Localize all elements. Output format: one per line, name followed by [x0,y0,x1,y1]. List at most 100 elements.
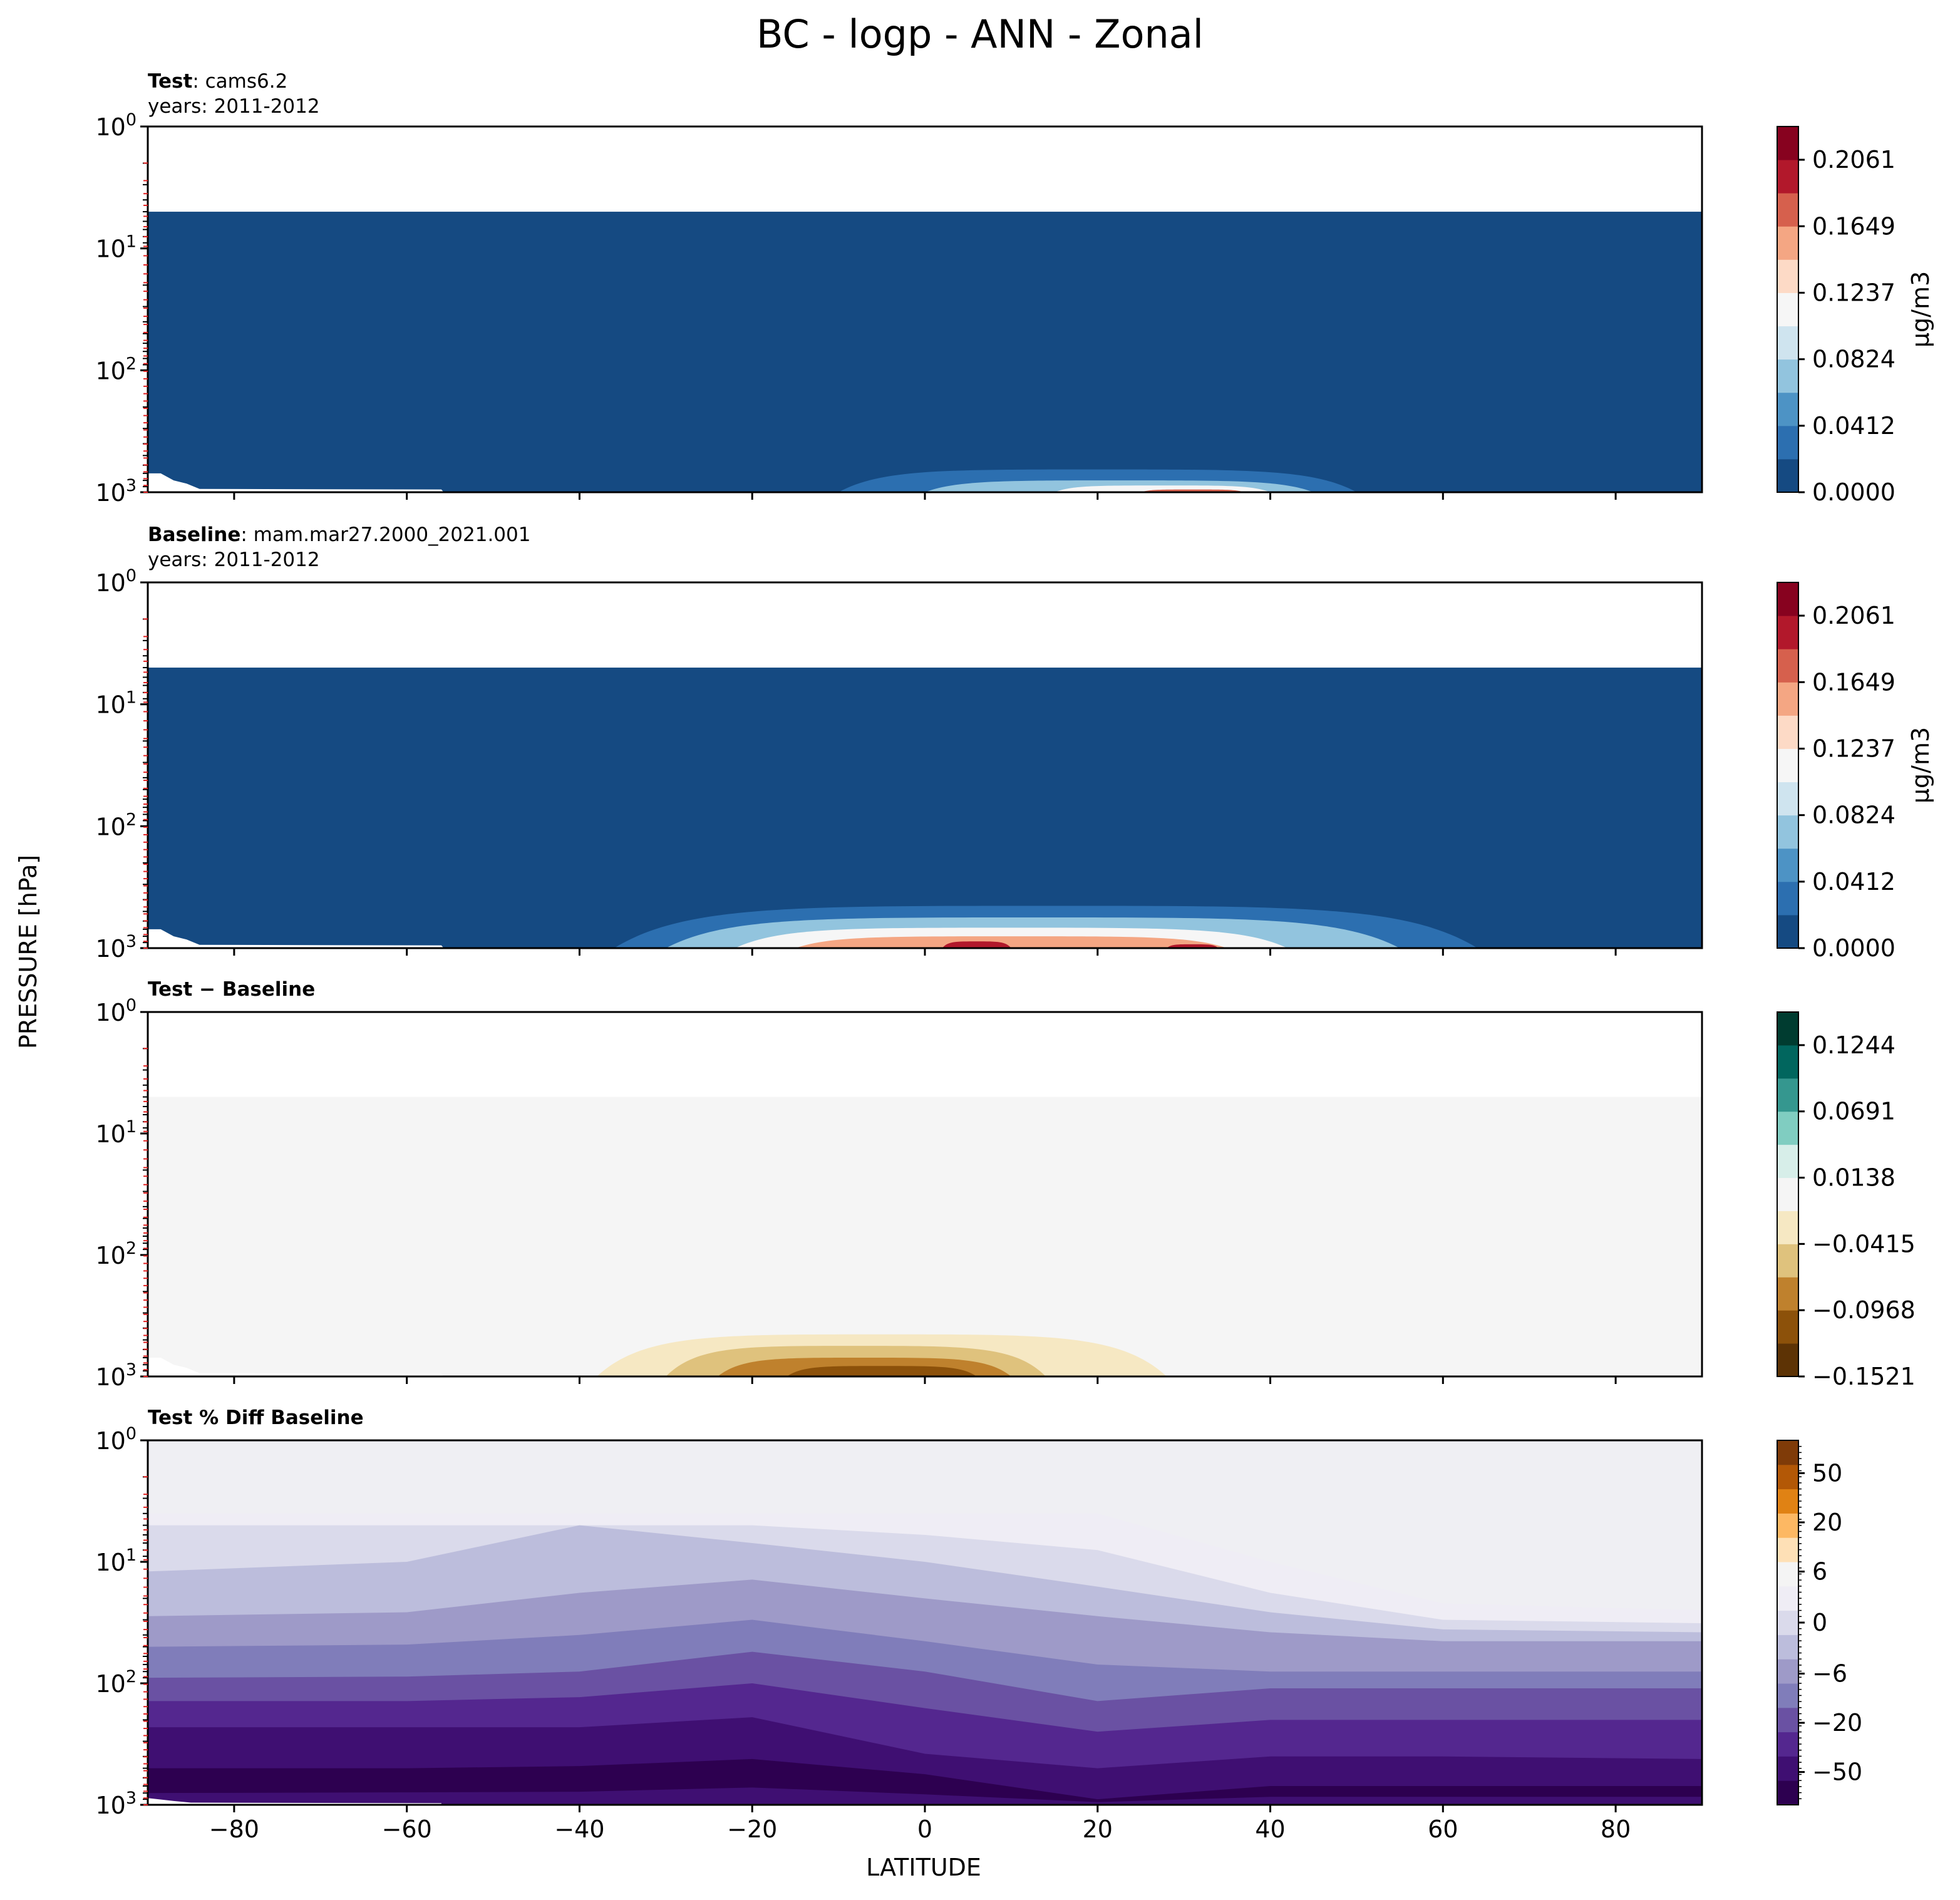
colorbar-4-segment-5 [1777,1683,1798,1708]
colorbar-3-tick-label-2: −0.0415 [1812,1230,1916,1257]
colorbar-1-segment-5 [1777,326,1798,360]
colorbar-2-segment-5 [1777,782,1798,816]
colorbar-4-tick-label-1: −20 [1812,1709,1862,1737]
panel-3-title: Test − Baseline [148,977,315,1002]
colorbar-2-label: μg/m3 [1907,727,1934,803]
colorbar-4-segment-12 [1777,1513,1798,1538]
panel-3-contour-4 [787,1366,977,1376]
x-tick-label-3: −20 [727,1815,777,1843]
colorbar-1-segment-10 [1777,160,1798,194]
colorbar-3-segment-5 [1777,1211,1798,1244]
colorbar-2-segment-4 [1777,815,1798,849]
colorbar-2-segment-8 [1777,682,1798,716]
colorbar-3-segment-3 [1777,1277,1798,1311]
colorbar-1-label: μg/m3 [1907,271,1934,348]
colorbar-4-segment-1 [1777,1780,1798,1805]
panel-1-title-rest: : cams6.2 [192,70,288,93]
panel-4-title: Test % Diff Baseline [148,1405,364,1430]
panel-2-ytick-label-3: 103 [95,932,137,963]
colorbar-1-segment-9 [1777,193,1798,227]
panel-1-surface-mask [148,473,444,492]
panel-4-band-10 [148,1787,1702,1805]
colorbar-2-segment-9 [1777,649,1798,683]
panel-2-title-bold: Baseline [148,524,241,546]
colorbar-3-tick-label-5: 0.1244 [1812,1031,1896,1059]
panel-1-title-bold: Test [148,70,193,93]
figure-title: BC - logp - ANN - Zonal [756,11,1204,57]
colorbar-1-segment-3 [1777,392,1798,426]
colorbar-3-segment-9 [1777,1078,1798,1112]
x-axis-label: LATITUDE [866,1854,981,1881]
colorbar-3-segment-1 [1777,1343,1798,1377]
colorbar-4-segment-7 [1777,1634,1798,1660]
colorbar-1-segment-6 [1777,292,1798,327]
panel-4-title-bold: Test % Diff Baseline [148,1407,364,1429]
colorbar-4-segment-4 [1777,1707,1798,1733]
colorbar-2-segment-1 [1777,914,1798,949]
panel-2-contour-6 [1167,944,1219,948]
colorbar-1-tick-label-4: 0.1649 [1812,212,1896,240]
colorbar-1-segment-8 [1777,226,1798,260]
colorbar-1-segment-2 [1777,425,1798,460]
colorbar-4-segment-6 [1777,1659,1798,1684]
panel-3-ytick-label-3: 103 [95,1360,137,1391]
panel-2-ytick-label-1: 101 [95,688,137,719]
x-tick-label-0: −80 [209,1815,259,1843]
panel-2-ytick-label-2: 102 [95,810,137,840]
colorbar-2-segment-6 [1777,748,1798,783]
colorbar-2-segment-10 [1777,616,1798,649]
colorbar-3-segment-11 [1777,1012,1798,1046]
panel-3-title-bold: Test − Baseline [148,978,316,1001]
colorbar-1-segment-4 [1777,359,1798,393]
colorbar-4-tick-label-0: −50 [1812,1758,1862,1786]
colorbar-3-segment-8 [1777,1111,1798,1145]
panel-2-contour-5 [942,941,1011,948]
colorbar-4-tick-label-5: 20 [1812,1509,1842,1536]
colorbar-4-segment-14 [1777,1464,1798,1490]
colorbar-4-segment-10 [1777,1562,1798,1587]
colorbar-1-tick-label-2: 0.0824 [1812,346,1896,373]
x-tick-label-2: −40 [554,1815,604,1843]
colorbar-1-tick-label-5: 0.2061 [1812,146,1896,173]
colorbar-3-tick-label-3: 0.0138 [1812,1164,1896,1192]
colorbar-4-segment-8 [1777,1610,1798,1635]
x-tick-label-1: −60 [382,1815,432,1843]
colorbar-3-segment-4 [1777,1244,1798,1278]
panel-3-ytick-label-2: 102 [95,1239,137,1269]
colorbar-2-tick-label-0: 0.0000 [1812,934,1896,962]
colorbar-3-frame [1777,1011,1799,1377]
colorbar-2-segment-2 [1777,881,1798,916]
colorbar-2-frame [1777,582,1799,949]
panel-2-surface-mask [148,929,444,948]
colorbar-2-tick-label-3: 0.1237 [1812,735,1896,762]
colorbar-4-segment-9 [1777,1586,1798,1611]
colorbar-1-tick-label-3: 0.1237 [1812,279,1896,306]
panel-2-contour-4 [795,936,1227,948]
colorbar-3-tick-label-0: −0.1521 [1812,1363,1916,1390]
colorbar-3-segment-6 [1777,1177,1798,1211]
panel-1-title: Test: cams6.2 years: 2011-2012 [148,69,320,119]
panel-2-field [148,668,1702,948]
colorbar-4-tick-label-6: 50 [1812,1459,1842,1487]
x-tick-label-5: 20 [1083,1815,1113,1843]
x-tick-label-4: 0 [917,1815,932,1843]
colorbar-4-segment-3 [1777,1732,1798,1757]
panel-1-field [148,212,1702,492]
colorbar-1-segment-7 [1777,259,1798,293]
colorbar-1-frame [1777,126,1799,493]
panel-1-years: years: 2011-2012 [148,95,320,118]
colorbar-2-tick-label-2: 0.0824 [1812,802,1896,829]
panel-1-ytick-label-2: 102 [95,354,137,385]
panel-1-ytick-label-1: 101 [95,232,137,263]
colorbar-2-segment-7 [1777,715,1798,749]
colorbar-4-tick-label-3: 0 [1812,1609,1827,1636]
colorbar-3-segment-2 [1777,1310,1798,1344]
colorbar-1-segment-1 [1777,458,1798,493]
colorbar-4-tick-label-2: −6 [1812,1660,1847,1687]
colorbar-4-segment-11 [1777,1537,1798,1562]
panel-4-ytick-label-3: 103 [95,1789,137,1819]
panel-4-ytick-label-1: 101 [95,1546,137,1576]
panel-3-field [148,1097,1702,1376]
colorbar-4-segment-13 [1777,1489,1798,1514]
